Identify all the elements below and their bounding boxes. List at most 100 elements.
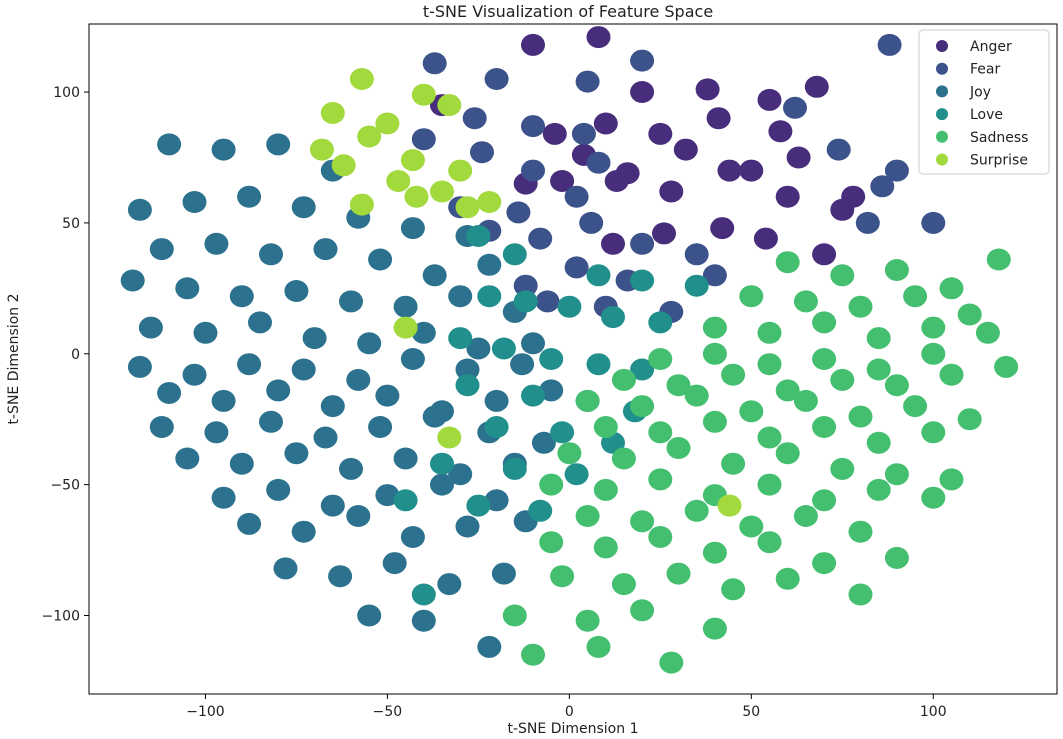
point-joy — [539, 379, 564, 402]
point-sadness — [630, 599, 655, 622]
point-sadness — [721, 452, 746, 475]
point-sadness — [575, 609, 600, 632]
legend: Anger Fear Joy Love Sadness Surprise — [918, 29, 1050, 175]
point-anger — [768, 120, 793, 143]
point-fear — [462, 107, 487, 130]
point-fear — [521, 115, 545, 138]
point-joy — [149, 416, 174, 438]
point-fear — [630, 232, 655, 255]
legend-label: Joy — [969, 84, 991, 100]
point-surprise — [349, 68, 374, 90]
point-anger — [586, 26, 611, 49]
point-anger — [550, 170, 575, 192]
point-joy — [284, 280, 309, 302]
point-sadness — [812, 416, 837, 438]
series-anger — [430, 26, 866, 266]
point-joy — [302, 327, 327, 350]
point-sadness — [521, 643, 545, 666]
legend-item-joy: Joy — [936, 84, 991, 100]
legend-marker — [936, 108, 948, 121]
point-fear — [528, 227, 553, 250]
point-sadness — [739, 285, 764, 308]
point-sadness — [812, 489, 837, 512]
point-joy — [284, 442, 309, 465]
point-surprise — [437, 426, 462, 449]
point-surprise — [411, 83, 436, 106]
point-joy — [291, 196, 316, 219]
point-joy — [448, 285, 473, 308]
point-joy — [193, 321, 218, 344]
point-joy — [448, 463, 473, 486]
point-surprise — [477, 191, 502, 213]
point-fear — [783, 96, 807, 119]
point-joy — [157, 133, 182, 156]
point-anger — [521, 33, 545, 56]
point-joy — [182, 191, 207, 213]
point-sadness — [702, 541, 727, 564]
point-anger — [812, 243, 837, 266]
point-joy — [320, 395, 345, 418]
point-anger — [739, 159, 764, 182]
point-love — [601, 306, 625, 329]
point-joy — [382, 552, 407, 575]
point-anger — [659, 180, 684, 203]
point-love — [648, 311, 673, 334]
point-love — [484, 416, 509, 438]
point-sadness — [557, 442, 582, 465]
point-joy — [430, 473, 454, 496]
legend-items: Anger Fear Joy Love Sadness Surprise — [936, 39, 1028, 169]
point-fear — [877, 33, 902, 56]
y-tick-label: 0 — [71, 347, 80, 363]
point-joy — [266, 478, 291, 501]
point-sadness — [986, 248, 1011, 271]
point-sadness — [866, 431, 891, 454]
point-sadness — [593, 536, 618, 559]
point-sadness — [884, 374, 909, 397]
point-anger — [706, 107, 731, 130]
point-surprise — [437, 94, 462, 117]
point-surprise — [309, 138, 334, 161]
point-sadness — [775, 379, 800, 402]
point-sadness — [830, 368, 855, 391]
x-tick-label: 100 — [920, 704, 947, 720]
point-sadness — [757, 321, 782, 344]
series-fear — [411, 33, 946, 323]
point-fear — [884, 159, 909, 182]
point-sadness — [721, 578, 746, 601]
point-sadness — [793, 290, 818, 313]
legend-item-love: Love — [936, 107, 1003, 123]
point-sadness — [957, 408, 982, 431]
point-joy — [521, 332, 545, 355]
point-sadness — [848, 295, 873, 318]
point-fear — [684, 243, 709, 266]
plot-frame — [88, 23, 1058, 695]
point-anger — [648, 122, 673, 145]
legend-label: Love — [970, 107, 1003, 123]
point-surprise — [386, 170, 411, 192]
point-sadness — [666, 562, 691, 585]
point-joy — [368, 416, 393, 438]
y-tick-label: 50 — [62, 216, 80, 232]
point-anger — [601, 232, 625, 255]
point-sadness — [593, 478, 618, 501]
point-anger — [804, 75, 829, 98]
point-sadness — [757, 426, 782, 449]
point-surprise — [430, 180, 454, 203]
point-sadness — [866, 358, 891, 381]
point-sadness — [866, 478, 891, 501]
point-joy — [339, 457, 363, 480]
point-anger — [652, 222, 676, 245]
point-joy — [491, 562, 516, 585]
point-surprise — [375, 112, 400, 135]
point-joy — [229, 285, 254, 308]
x-tick-label: −100 — [186, 704, 224, 720]
point-love — [455, 374, 480, 397]
point-fear — [470, 141, 494, 164]
point-sadness — [586, 635, 611, 658]
y-tick-label: 100 — [53, 85, 80, 101]
point-love — [466, 225, 491, 247]
point-love — [411, 583, 436, 606]
point-joy — [393, 447, 418, 470]
point-sadness — [702, 316, 727, 339]
point-sadness — [793, 505, 818, 527]
